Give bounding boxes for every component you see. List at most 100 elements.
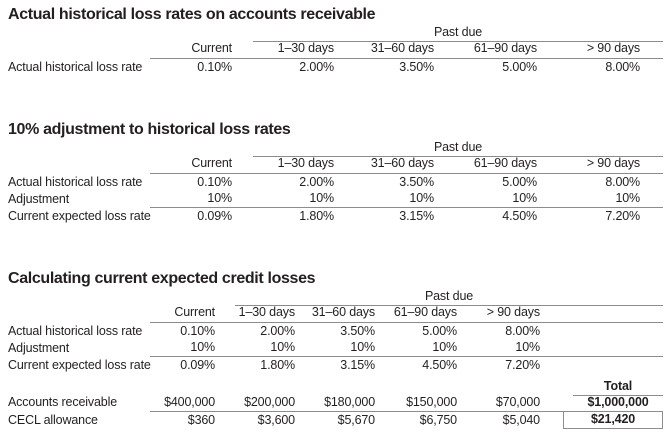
past-due-span-header: Past due (253, 141, 664, 157)
section-title: Calculating current expected credit loss… (8, 270, 316, 287)
cell-value: 0.10% (180, 323, 215, 338)
table-row: CECL allowance $360 $3,600 $5,670 $6,750… (8, 410, 664, 429)
cell-value: $180,000 (324, 394, 375, 409)
row-label: Actual historical loss rate (8, 323, 143, 338)
cell-value: 2.00% (260, 323, 295, 338)
spacer-cell (8, 380, 545, 396)
cell-value: 5.00% (422, 323, 457, 338)
column-header-over-90: > 90 days (537, 41, 664, 59)
cell-value: 0.09% (150, 207, 253, 225)
cell-value: $6,750 (380, 410, 462, 429)
row-label: Accounts receivable (8, 395, 118, 409)
cell-value: $360 (150, 410, 235, 429)
cell-value: 10% (515, 340, 540, 354)
cell-value: 4.50% (435, 207, 537, 225)
column-header-61-90: 61–90 days (435, 156, 537, 174)
cecl-total-cell: $21,420 (545, 410, 664, 429)
section-calculating-cecl: Calculating current expected credit loss… (8, 268, 664, 429)
cell-value: 10% (432, 340, 457, 354)
cell-value: 2.00% (299, 174, 334, 189)
cell-value: $5,040 (462, 410, 545, 429)
spacer-cell (545, 356, 664, 374)
cell-value: 3.50% (399, 174, 434, 189)
row-label: Actual historical loss rate (8, 174, 143, 189)
cell-value: $150,000 (406, 394, 457, 409)
table-row: Accounts receivable $400,000 $200,000 $1… (8, 394, 663, 412)
row-label: Adjustment (8, 340, 70, 355)
total-header-cell: Total (545, 379, 664, 396)
column-header-current: Current (150, 305, 235, 323)
cell-value: $3,600 (235, 410, 300, 429)
section-actual-historical-loss-rates: Actual historical loss rates on accounts… (8, 4, 664, 76)
cell-value: 3.50% (340, 323, 375, 338)
column-header-1-30: 1–30 days (253, 156, 334, 174)
spacer-cell (8, 306, 150, 323)
cell-value: 8.00% (605, 174, 641, 189)
loss-rates-table: Past due Current 1–30 days 31–60 days 61… (8, 26, 664, 76)
cell-value: $400,000 (164, 394, 215, 409)
column-header-empty (545, 305, 664, 323)
cell-value: 3.15% (300, 356, 380, 374)
cell-value: 8.00% (505, 323, 540, 338)
cell-value: $5,670 (300, 410, 380, 429)
cell-value: 10% (512, 191, 537, 205)
row-label: Actual historical loss rate (8, 59, 143, 74)
section-adjustment-to-loss-rates: 10% adjustment to historical loss rates … (8, 119, 664, 225)
cell-value: 7.20% (462, 356, 545, 374)
column-header-31-60: 31–60 days (334, 156, 435, 174)
cell-value: 10% (309, 191, 334, 205)
column-header-current: Current (150, 156, 253, 174)
table-row: Actual historical loss rate 0.10% 2.00% … (8, 323, 663, 340)
cell-value: 3.50% (399, 59, 434, 74)
row-label: CECL allowance (8, 413, 98, 427)
spacer-cell (545, 340, 663, 357)
cell-value: 1.80% (253, 207, 334, 225)
cell-value: 0.09% (150, 356, 235, 374)
cell-value: 0.10% (197, 59, 232, 74)
cell-value: 7.20% (537, 207, 664, 225)
cell-value: 10% (615, 191, 641, 205)
total-header: Total (573, 379, 664, 396)
column-header-over-90: > 90 days (462, 305, 545, 323)
section-title: 10% adjustment to historical loss rates (8, 121, 291, 138)
column-header-1-30: 1–30 days (253, 41, 334, 59)
table-row: Actual historical loss rate 0.10% 2.00% … (8, 174, 663, 191)
column-header-61-90: 61–90 days (380, 305, 462, 323)
spacer-cell (545, 323, 663, 340)
cell-value: 10% (207, 191, 232, 205)
cell-value: 4.50% (380, 356, 462, 374)
cell-value: 1.80% (235, 356, 300, 374)
row-label: Adjustment (8, 191, 70, 206)
section-title: Actual historical loss rates on accounts… (8, 6, 376, 23)
column-header-1-30: 1–30 days (235, 305, 300, 323)
row-label: Current expected loss rate (8, 208, 151, 223)
cell-value: 10% (409, 191, 434, 205)
cell-value: 0.10% (197, 174, 232, 189)
cell-value: 3.15% (334, 207, 435, 225)
spacer-cell (8, 290, 235, 306)
spacer-cell (8, 141, 253, 157)
column-header-31-60: 31–60 days (334, 41, 435, 59)
cell-value: 10% (270, 340, 295, 354)
past-due-span-header: Past due (235, 290, 664, 306)
cell-value: 5.00% (502, 174, 537, 189)
cecl-total-box: $21,420 (563, 412, 664, 429)
total-value: $1,000,000 (587, 394, 649, 409)
table-row: Actual historical loss rate 0.10% 2.00% … (8, 59, 663, 76)
cell-value: 8.00% (605, 59, 641, 74)
adjustment-table: Past due Current 1–30 days 31–60 days 61… (8, 141, 664, 225)
cell-value: 10% (190, 340, 215, 354)
column-header-current: Current (150, 41, 253, 59)
table-row: Current expected loss rate 0.09% 1.80% 3… (8, 356, 664, 374)
cecl-table: Past due Current 1–30 days 31–60 days 61… (8, 290, 664, 429)
table-row: Current expected loss rate 0.09% 1.80% 3… (8, 207, 664, 225)
cell-value: $200,000 (244, 394, 295, 409)
past-due-span-header: Past due (253, 26, 664, 42)
spacer-cell (8, 157, 150, 174)
cell-value: 5.00% (502, 59, 537, 74)
spacer-cell (8, 42, 150, 59)
column-header-61-90: 61–90 days (435, 41, 537, 59)
spacer-cell (8, 26, 253, 42)
row-label: Current expected loss rate (8, 357, 151, 372)
